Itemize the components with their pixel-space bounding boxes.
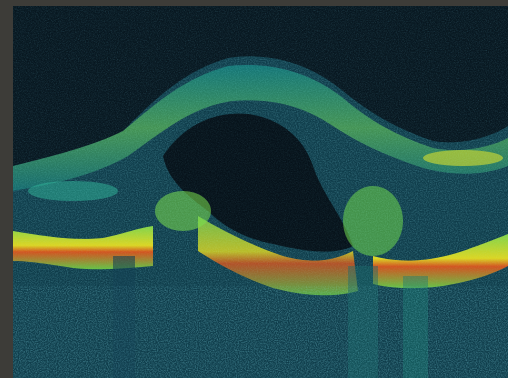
oct-scan-image: [13, 6, 508, 378]
oct-scan-graphic: [13, 6, 508, 378]
speckle-overlay: [13, 6, 508, 378]
